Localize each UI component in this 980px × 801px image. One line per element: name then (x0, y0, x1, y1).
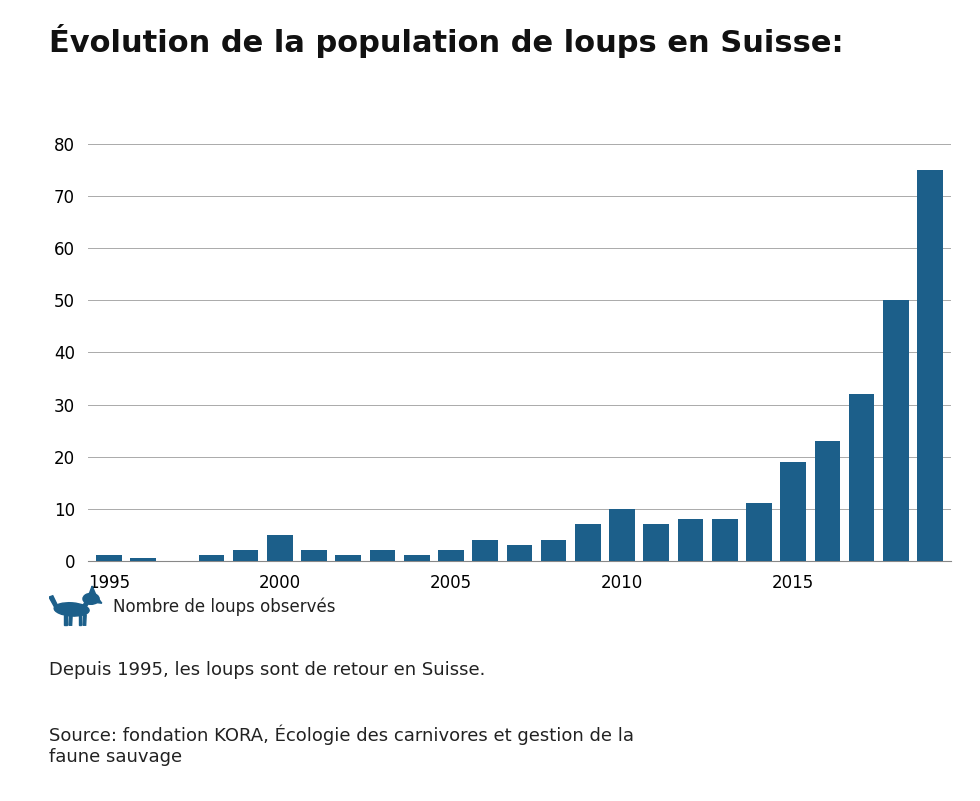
Bar (130, 558, 156, 561)
Polygon shape (49, 596, 57, 607)
Polygon shape (69, 614, 73, 626)
Text: Évolution de la population de loups en Suisse:: Évolution de la population de loups en S… (49, 24, 844, 58)
Bar (96, 556, 122, 561)
Polygon shape (82, 600, 90, 608)
Bar (814, 441, 840, 561)
Polygon shape (83, 614, 86, 626)
Bar (199, 556, 224, 561)
Polygon shape (89, 586, 96, 595)
Bar (507, 545, 532, 561)
Bar (575, 525, 601, 561)
Bar (644, 525, 669, 561)
Bar (883, 300, 908, 561)
Bar (610, 509, 635, 561)
Ellipse shape (54, 602, 89, 616)
Bar (335, 556, 361, 561)
Bar (267, 535, 293, 561)
Bar (369, 550, 395, 561)
Bar (472, 540, 498, 561)
Polygon shape (78, 614, 81, 626)
Ellipse shape (83, 594, 99, 604)
Bar (711, 519, 738, 561)
Bar (301, 550, 327, 561)
Bar (404, 556, 429, 561)
Bar (746, 504, 772, 561)
Text: Depuis 1995, les loups sont de retour en Suisse.: Depuis 1995, les loups sont de retour en… (49, 661, 485, 678)
Polygon shape (64, 614, 67, 626)
Bar (780, 461, 806, 561)
Bar (541, 540, 566, 561)
Polygon shape (88, 599, 102, 603)
Bar (849, 394, 874, 561)
Bar (917, 170, 943, 561)
Bar (233, 550, 259, 561)
Bar (678, 519, 704, 561)
Bar (438, 550, 464, 561)
Text: Nombre de loups observés: Nombre de loups observés (113, 598, 335, 617)
Text: Source: fondation KORA, Écologie des carnivores et gestion de la
faune sauvage: Source: fondation KORA, Écologie des car… (49, 725, 634, 767)
